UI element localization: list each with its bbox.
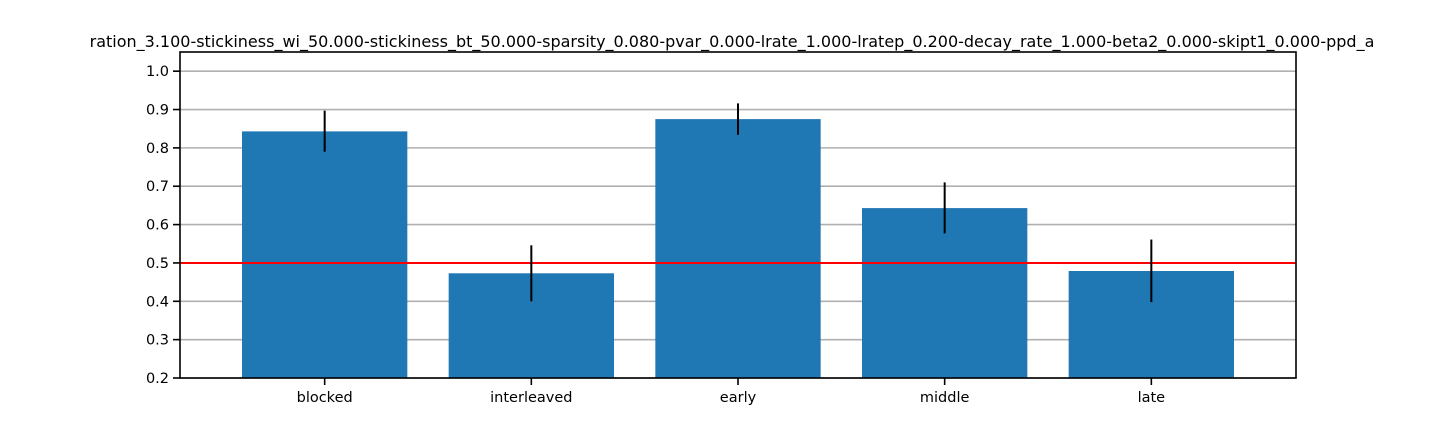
chart-title: ration_3.100-stickiness_wi_50.000-sticki… (90, 32, 1375, 52)
y-tick-label: 0.5 (146, 256, 169, 272)
y-tick-label: 0.2 (146, 371, 169, 387)
x-tick-label: blocked (297, 390, 353, 406)
y-tick-label: 0.8 (146, 141, 169, 157)
bar-early (655, 119, 821, 378)
error-bars (323, 103, 1153, 303)
y-tick-label: 1.0 (146, 64, 169, 80)
bar-middle (862, 208, 1028, 378)
y-tick-label: 0.3 (146, 333, 169, 349)
x-axis-ticks: blocked interleaved early middle late (297, 378, 1166, 406)
bars (242, 119, 1234, 378)
x-tick-label: early (720, 390, 757, 406)
bar-blocked (242, 131, 408, 378)
x-tick-label: middle (920, 390, 970, 406)
y-tick-label: 0.9 (146, 103, 169, 119)
y-tick-label: 0.6 (146, 218, 169, 234)
y-tick-label: 0.7 (146, 179, 169, 195)
y-tick-label: 0.4 (146, 294, 169, 310)
x-tick-label: interleaved (490, 390, 572, 406)
y-axis-ticks: 0.2 0.3 0.4 0.5 0.6 0.7 0.8 0.9 1.0 (146, 64, 180, 387)
x-tick-label: late (1138, 390, 1166, 406)
